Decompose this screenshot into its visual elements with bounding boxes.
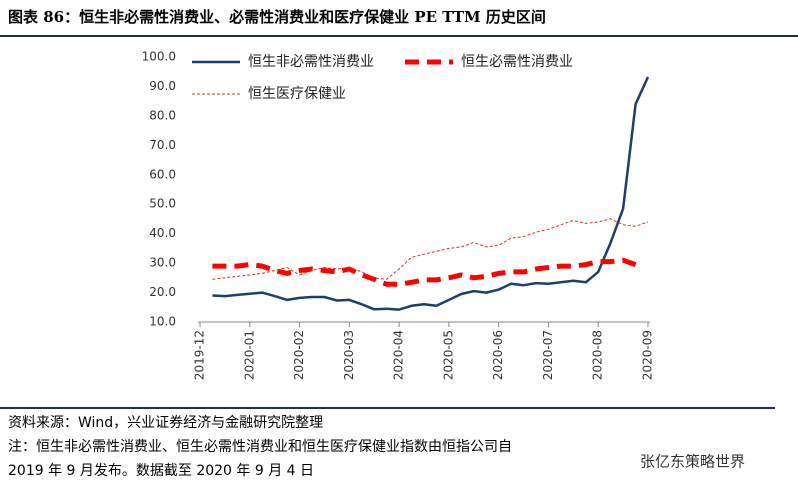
series-line xyxy=(212,257,637,287)
watermark: 张亿东策略世界 xyxy=(640,453,745,471)
x-tick-label: 2020-05 xyxy=(441,330,455,380)
series-line xyxy=(212,76,650,311)
y-tick-label: 20.0 xyxy=(149,285,176,299)
x-tick-label: 2020-03 xyxy=(342,330,356,380)
legend-label: 恒生医疗保健业 xyxy=(248,86,346,102)
y-tick-label: 80.0 xyxy=(149,108,176,122)
x-tick-label: 2020-01 xyxy=(242,330,256,380)
note-line: 注：恒生非必需性消费业、恒生必需性消费业和恒生医疗保健业指数由恒指公司自 xyxy=(8,439,512,455)
y-tick-label: 90.0 xyxy=(149,79,176,93)
y-tick-label: 30.0 xyxy=(149,256,176,270)
x-tick-label: 2020-04 xyxy=(392,330,406,380)
legend-label: 恒生必需性消费业 xyxy=(461,54,573,70)
y-tick-label: 40.0 xyxy=(149,226,176,240)
y-tick-label: 60.0 xyxy=(149,167,176,181)
x-tick-label: 2020-09 xyxy=(641,330,655,380)
source: 资料来源：Wind，兴业证券经济与金融研究院整理 xyxy=(8,415,323,431)
x-tick-label: 2020-08 xyxy=(591,330,605,380)
series-line xyxy=(212,218,649,280)
x-tick-label: 2020-02 xyxy=(292,330,306,380)
note-line: 2019 年 9 月发布。数据截至 2020 年 9 月 4 日 xyxy=(8,463,314,479)
legend-label: 恒生非必需性消费业 xyxy=(248,54,374,70)
x-tick-label: 2020-07 xyxy=(541,330,555,380)
chart-title: 图表 86：恒生非必需性消费业、必需性消费业和医疗保健业 PE TTM 历史区间 xyxy=(8,8,546,26)
y-tick-label: 100.0 xyxy=(142,50,176,64)
x-tick-label: 2020-06 xyxy=(491,330,505,380)
y-tick-label: 50.0 xyxy=(149,197,176,211)
y-tick-label: 10.0 xyxy=(149,315,176,329)
y-tick-label: 70.0 xyxy=(149,138,176,152)
x-tick-label: 2019-12 xyxy=(193,330,207,380)
